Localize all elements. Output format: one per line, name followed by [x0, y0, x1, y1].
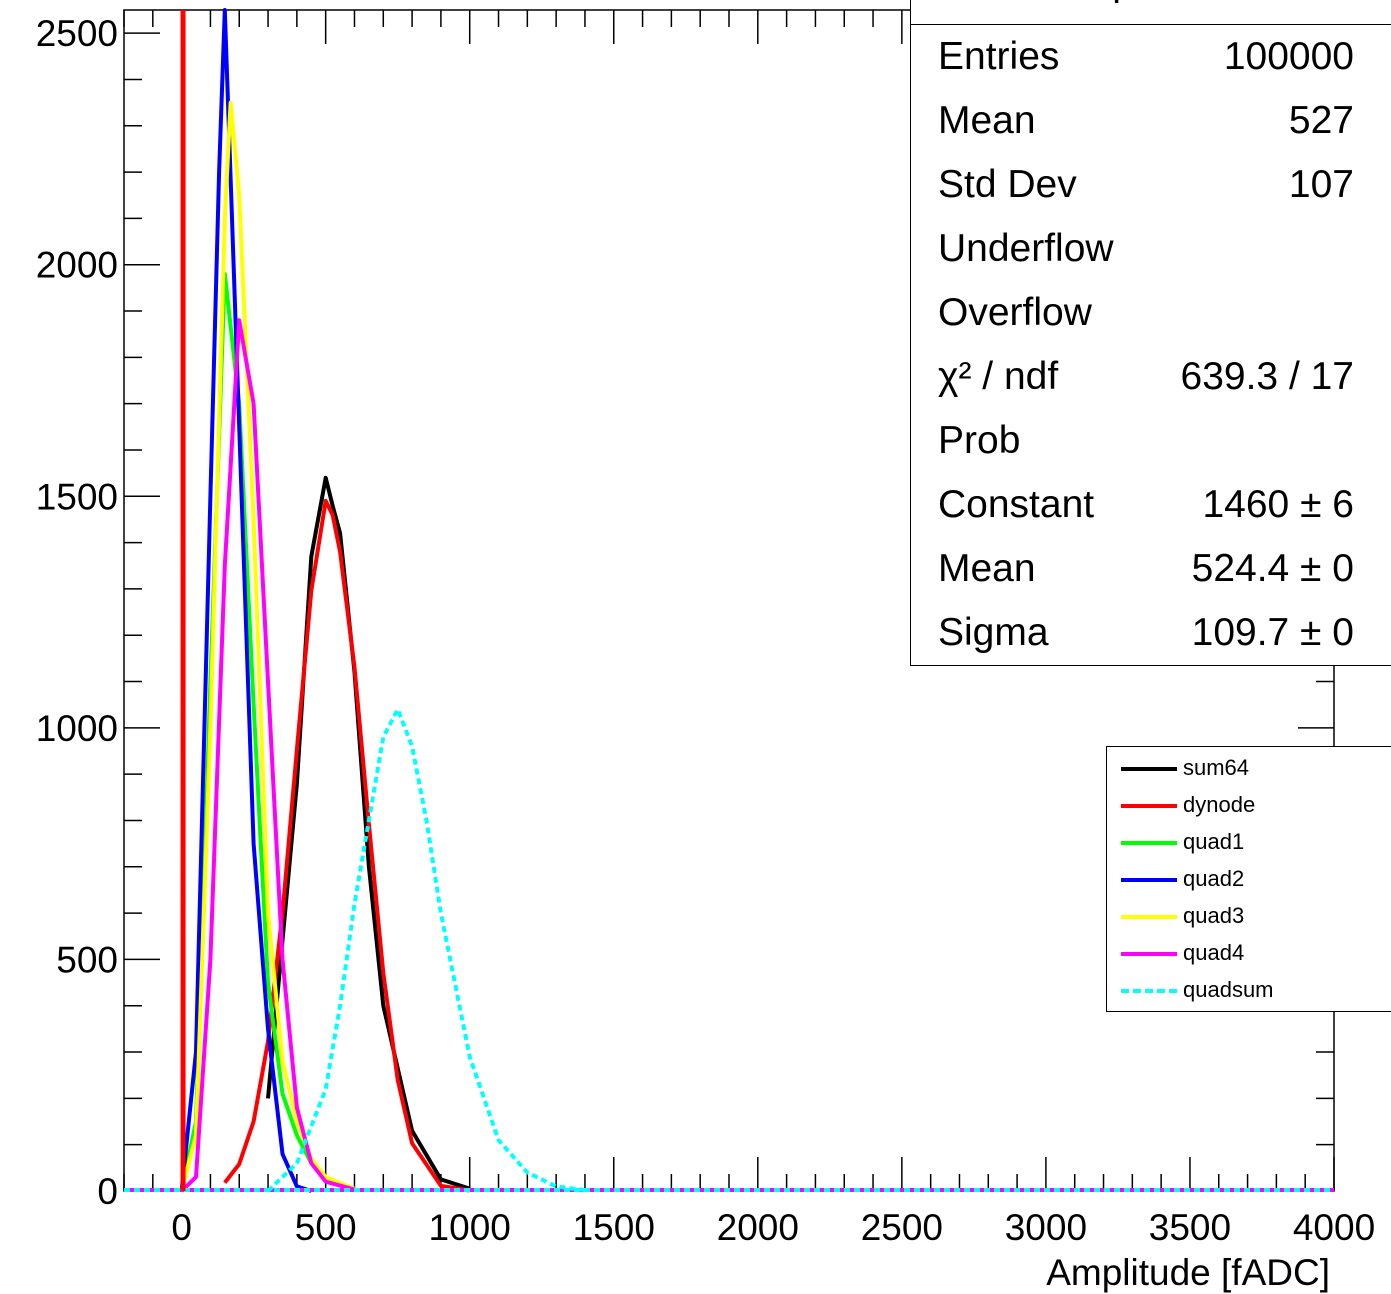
x-axis-title: Amplitude [fADC]: [1046, 1252, 1330, 1293]
stats-row: χ² / ndf 639.3 / 17: [938, 345, 1391, 409]
stats-row: Sigma 109.7 ± 0: [938, 601, 1391, 665]
stats-key: Mean: [938, 99, 1036, 142]
stats-title: rampSub0: [911, 0, 1391, 25]
stats-row: Entries 100000: [938, 25, 1391, 89]
legend-swatch: [1121, 804, 1177, 808]
legend-entry: quadsum: [1121, 973, 1391, 1007]
legend-label: quad3: [1183, 903, 1245, 928]
stats-key: Mean: [938, 547, 1036, 590]
legend-entry: dynode: [1121, 788, 1391, 822]
stats-key: Sigma: [938, 611, 1049, 654]
stats-value: 527: [1288, 99, 1354, 142]
legend-label: quadsum: [1183, 977, 1274, 1002]
series-line-dynode: [223, 498, 471, 1193]
stats-value: 1460 ± 6: [1202, 483, 1354, 526]
legend-entry: sum64: [1121, 751, 1391, 785]
stats-value: 639.3 / 17: [1180, 355, 1354, 398]
stats-row: Constant 1460 ± 6: [938, 473, 1391, 537]
stats-row: Std Dev 107: [938, 153, 1391, 217]
x-tick-label: 4000: [1293, 1207, 1375, 1248]
x-tick-label: 0: [171, 1207, 192, 1248]
y-tick-label: 2500: [36, 13, 118, 54]
stats-value: 107: [1288, 163, 1354, 206]
stats-key: χ² / ndf: [938, 355, 1059, 398]
stats-key: Std Dev: [938, 163, 1077, 206]
legend-entry: quad2: [1121, 862, 1391, 896]
x-tick-label: 1500: [573, 1207, 655, 1248]
x-tick-label: 2000: [717, 1207, 799, 1248]
legend-label: quad1: [1183, 829, 1245, 854]
stats-key: Constant: [938, 483, 1095, 526]
legend-label: sum64: [1183, 755, 1250, 780]
stats-row: Overflow: [938, 281, 1391, 345]
x-tick-label: 500: [295, 1207, 357, 1248]
legend-swatch: [1121, 915, 1177, 919]
y-tick-label: 0: [97, 1171, 118, 1212]
stats-key: Entries: [938, 35, 1060, 78]
y-tick-label: 1500: [36, 476, 118, 517]
stats-key: Underflow: [938, 227, 1114, 270]
legend-entry: quad1: [1121, 825, 1391, 859]
data-series: [124, 8, 1334, 1193]
stats-value: 524.4 ± 0: [1191, 547, 1354, 590]
stats-row: Underflow: [938, 217, 1391, 281]
series-line-quadsum: [266, 707, 586, 1193]
x-tick-label: 2500: [861, 1207, 943, 1248]
stats-key: Overflow: [938, 291, 1092, 334]
legend-swatch: [1121, 767, 1177, 771]
legend-swatch: [1121, 878, 1177, 882]
legend-swatch: [1121, 841, 1177, 845]
y-tick-label: 1000: [36, 708, 118, 749]
stats-row: Mean 524.4 ± 0: [938, 537, 1391, 601]
legend-label: quad4: [1183, 940, 1245, 965]
legend-entry: quad3: [1121, 899, 1391, 933]
axis-tick-labels: 0 500 1000 1500 2000 2500 3000 3500 4000 0 500 1000…: [36, 13, 1375, 1248]
stats-row: Mean 527: [938, 89, 1391, 153]
x-tick-label: 3500: [1149, 1207, 1231, 1248]
legend-label: dynode: [1183, 792, 1256, 817]
series-line-quad4: [180, 318, 356, 1193]
x-tick-label: 3000: [1005, 1207, 1087, 1248]
stats-box: rampSub0 Entries 100000 Mean 527 Std Dev 107 U…: [910, 0, 1391, 666]
stats-value: 100000: [1223, 35, 1354, 78]
legend: sum64 dynode quad1 quad2 quad3 quad4 quadsum: [1106, 746, 1391, 1012]
x-tick-label: 1000: [429, 1207, 511, 1248]
stats-row: Prob: [938, 409, 1391, 473]
y-tick-label: 500: [56, 939, 118, 980]
series-line-quad2: [179, 8, 312, 1193]
series-line-quad1: [179, 272, 356, 1192]
legend-swatch: [1121, 952, 1177, 956]
legend-swatch: [1121, 989, 1177, 993]
legend-label: quad2: [1183, 866, 1245, 891]
stats-key: Prob: [938, 419, 1021, 462]
y-tick-label: 2000: [36, 245, 118, 286]
legend-entry: quad4: [1121, 936, 1391, 970]
stats-value: 109.7 ± 0: [1191, 611, 1354, 654]
